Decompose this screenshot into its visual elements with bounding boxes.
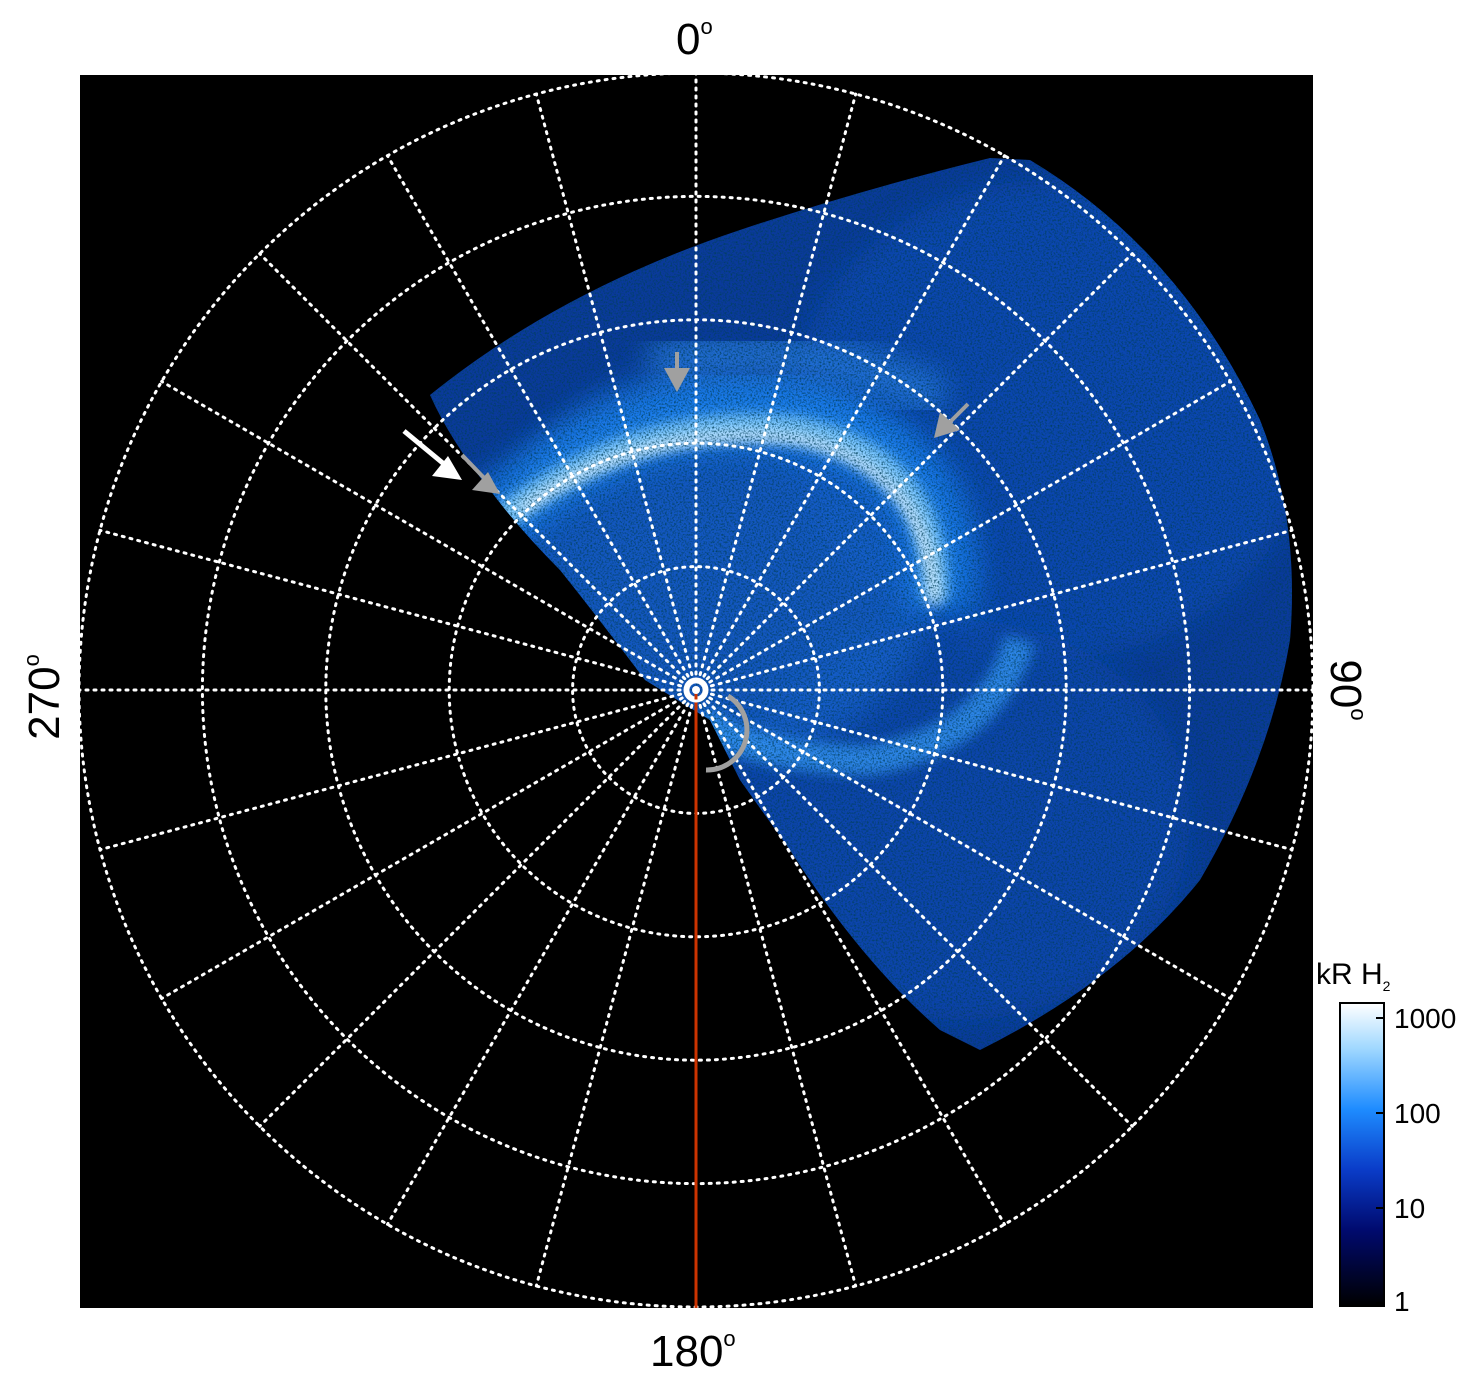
colorbar-ticks — [1376, 1017, 1384, 1304]
grid-meridian — [694, 154, 1006, 692]
colorbar-title: kR H2 — [1316, 958, 1391, 994]
grid-meridian — [386, 154, 698, 692]
grid-meridian — [694, 688, 1006, 1226]
grid-meridian — [694, 380, 1232, 692]
grid-meridian — [258, 252, 698, 692]
grid-meridian — [534, 688, 698, 1288]
azimuth-label-270: 270o — [19, 654, 69, 740]
grid-meridian — [694, 528, 1294, 692]
grid-meridian — [694, 688, 1134, 1128]
grid-meridian — [694, 252, 1134, 692]
colorbar-tick-label: 100 — [1394, 1098, 1441, 1129]
azimuth-label-180: 180o — [650, 1326, 736, 1376]
grid-meridian — [98, 688, 698, 852]
grid-meridian — [258, 688, 698, 1128]
white-arrow — [402, 429, 462, 480]
gray-arrow — [664, 352, 690, 392]
grid-meridian — [160, 688, 698, 1000]
grid-meridian — [694, 688, 1232, 1000]
gray-arrow — [460, 453, 500, 494]
pole-marker — [683, 677, 709, 703]
grid-meridian — [386, 688, 698, 1226]
grid-meridian — [694, 688, 858, 1288]
azimuth-label-0: 0o — [676, 14, 713, 64]
grid-meridian — [534, 92, 698, 692]
gray-arrow — [934, 402, 970, 438]
grid-meridian — [694, 92, 858, 692]
colorbar — [1339, 1002, 1385, 1307]
colorbar-tick-label: 1 — [1394, 1286, 1410, 1317]
grid-meridian — [160, 380, 698, 692]
azimuth-label-90: 90o — [1321, 659, 1371, 721]
grid-meridian — [694, 688, 1294, 852]
grid-meridian — [98, 528, 698, 692]
pole-dot — [692, 686, 700, 694]
colorbar-tick-label: 1000 — [1394, 1003, 1457, 1034]
colorbar-tick-label: 10 — [1394, 1193, 1426, 1224]
gray-arc — [705, 693, 750, 773]
